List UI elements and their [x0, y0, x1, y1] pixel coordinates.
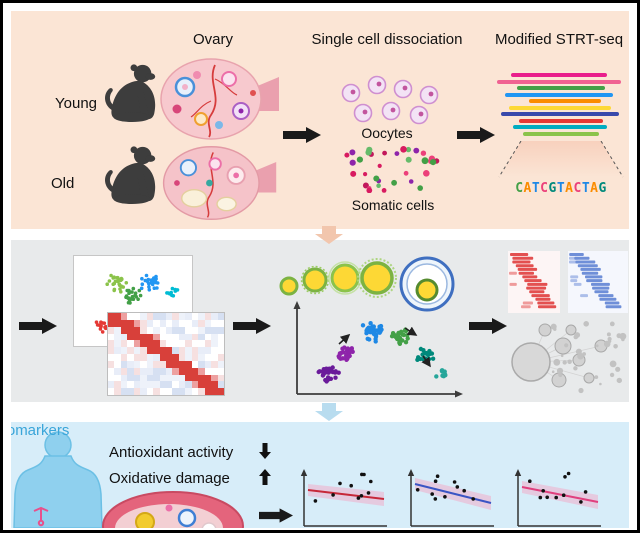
old-ovary-illustration: [162, 146, 277, 220]
oocytes-illustration: [341, 75, 439, 125]
transition-arrow-down-peach: [315, 226, 343, 244]
correlation-heatmap: [107, 312, 225, 396]
somatic-cells-label: Somatic cells: [351, 197, 435, 213]
header-single-cell-dissociation: Single cell dissociation: [311, 31, 463, 48]
flow-arrow-ovary-to-dissociation: [283, 127, 321, 143]
sequence-text: CATCGTACTAG: [515, 181, 607, 196]
old-monkey-icon: [97, 143, 165, 205]
deg-heatmap-strip-red: [508, 251, 560, 313]
young-monkey-icon: [97, 61, 165, 123]
middle-panel: [11, 240, 629, 402]
sequencing-funnel-illustration: [498, 141, 624, 178]
flow-arrow-to-trajectory: [233, 318, 271, 334]
follicle-stages-illustration: [279, 256, 455, 312]
row-label-old: Old: [51, 175, 75, 192]
sequencing-reads-illustration: [495, 73, 627, 138]
row-label-young: Young: [55, 95, 97, 112]
human-silhouette: [13, 431, 103, 528]
aging-biomarkers-label: Aging biomarkers: [11, 422, 70, 439]
somatic-cells-illustration: [344, 146, 440, 193]
top-panel: Ovary Single cell dissociation Modified …: [11, 11, 629, 229]
increase-arrow-icon: [259, 469, 271, 485]
bottom-panel: Antioxidant activity Oxidative damage Ag…: [11, 422, 629, 528]
deg-heatmap-strip-blue: [568, 251, 628, 313]
flow-arrow-into-analysis: [19, 318, 57, 334]
header-modified-strt-seq: Modified STRT-seq: [494, 31, 624, 48]
oxidative-damage-label: Oxidative damage: [109, 470, 230, 487]
antioxidant-activity-label: Antioxidant activity: [109, 444, 234, 461]
oocytes-label: Oocytes: [361, 125, 413, 141]
biomarker-plot-2: [407, 469, 494, 527]
aged-ovary-illustration: [102, 491, 244, 528]
header-ovary: Ovary: [192, 31, 234, 48]
flow-arrow-dissociation-to-seq: [457, 127, 495, 143]
biomarker-plot-1: [300, 469, 387, 527]
flow-arrow-to-biomarkers: [259, 508, 293, 523]
iud-icon: [33, 506, 49, 527]
biomarker-plot-3: [514, 469, 601, 527]
decrease-arrow-icon: [259, 443, 271, 459]
trajectory-scatter-plot: [293, 301, 463, 398]
network-bubble-plot: [511, 321, 627, 394]
young-ovary-illustration: [160, 58, 279, 140]
transition-arrow-down-blue: [315, 403, 343, 421]
